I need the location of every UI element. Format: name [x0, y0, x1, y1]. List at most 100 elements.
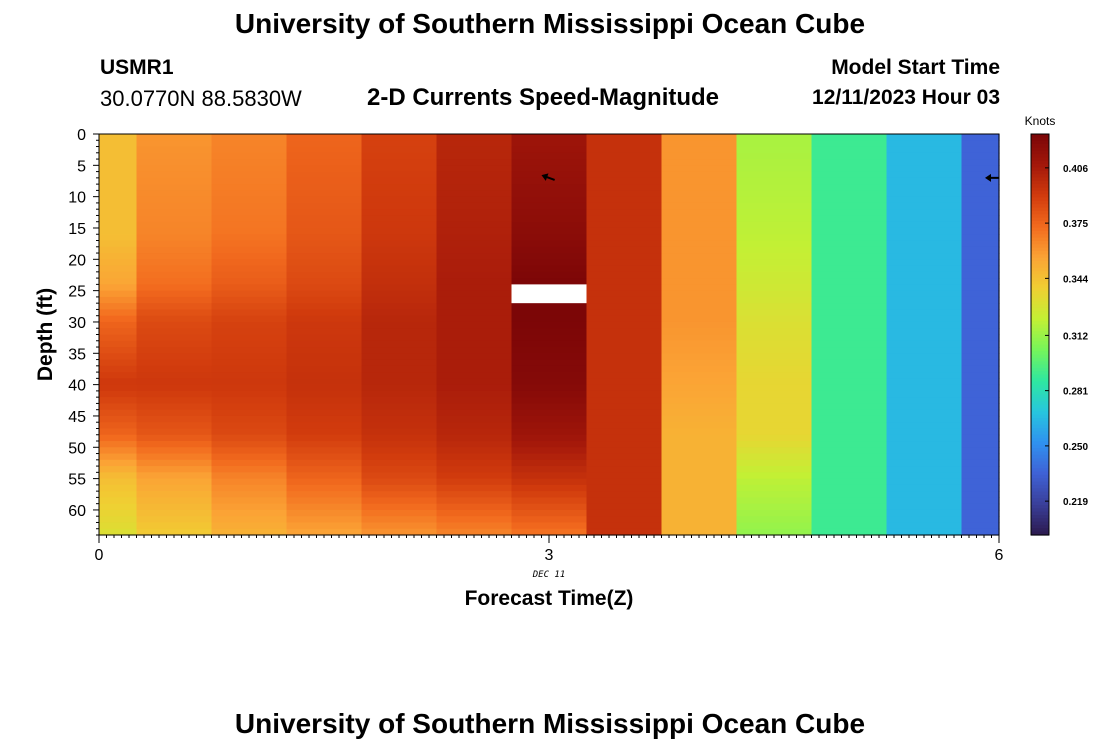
colorbar-segment: [1031, 438, 1049, 443]
y-tick-label: 45: [68, 409, 86, 426]
heatmap-cell: [286, 415, 363, 423]
colorbar-segment: [1031, 341, 1049, 346]
heatmap-cell: [811, 409, 888, 417]
heatmap-cell: [961, 353, 1000, 361]
heatmap-cell: [811, 441, 888, 448]
colorbar-segment: [1031, 187, 1049, 192]
heatmap-cell: [436, 334, 513, 342]
colorbar-segment: [1031, 240, 1049, 245]
heatmap-cell: [361, 434, 438, 442]
heatmap-cell: [286, 390, 363, 398]
colorbar-segment: [1031, 387, 1049, 392]
heatmap-cell: [211, 227, 288, 235]
heatmap-cell: [211, 447, 288, 455]
heatmap-cell: [886, 159, 963, 166]
heatmap-cell: [886, 415, 963, 423]
heatmap-cell: [361, 240, 438, 248]
colorbar-segment: [1031, 421, 1049, 426]
heatmap-cell: [511, 441, 588, 448]
heatmap-cell: [886, 146, 963, 154]
heatmap-cell: [99, 140, 138, 148]
heatmap-cell: [886, 384, 963, 392]
heatmap-cell: [286, 184, 363, 191]
heatmap-cell: [736, 159, 813, 166]
heatmap-cell: [961, 221, 1000, 229]
heatmap-cell: [361, 459, 438, 467]
heatmap-cell: [586, 253, 663, 260]
colorbar-segment: [1031, 524, 1049, 529]
heatmap-cell: [661, 434, 738, 442]
heatmap-cell: [361, 340, 438, 348]
heatmap-cell: [586, 509, 663, 517]
heatmap-cell: [211, 509, 288, 517]
heatmap-cell: [211, 146, 288, 154]
heatmap-cell: [211, 340, 288, 348]
heatmap-cell: [436, 359, 513, 367]
heatmap-cell: [586, 246, 663, 254]
heatmap-cell: [286, 365, 363, 373]
heatmap-cell: [436, 278, 513, 285]
heatmap-cell: [961, 202, 1000, 210]
heatmap-cell: [286, 321, 363, 329]
heatmap-cell: [961, 497, 1000, 505]
heatmap-cell: [436, 159, 513, 166]
heatmap-cell: [886, 321, 963, 329]
heatmap-cell: [211, 466, 288, 473]
heatmap-cell: [736, 503, 813, 511]
colorbar-segment: [1031, 424, 1049, 429]
heatmap-cell: [736, 165, 813, 173]
heatmap-cell: [736, 415, 813, 423]
colorbar-segment: [1031, 244, 1049, 249]
heatmap-cell: [661, 290, 738, 298]
colorbar-segment: [1031, 257, 1049, 262]
heatmap-cell: [211, 378, 288, 386]
colorbar-segment: [1031, 414, 1049, 419]
missing-data-cell: [511, 284, 587, 304]
heatmap-cell: [511, 171, 588, 179]
heatmap-cell: [961, 259, 1000, 267]
heatmap-cell: [286, 240, 363, 248]
heatmap-cell: [436, 184, 513, 191]
heatmap-cell: [586, 190, 663, 198]
colorbar-segment: [1031, 190, 1049, 195]
heatmap-cell: [511, 271, 588, 279]
heatmap-cell: [361, 372, 438, 379]
heatmap-cell: [586, 459, 663, 467]
heatmap-cell: [811, 428, 888, 436]
colorbar-segment: [1031, 304, 1049, 309]
heatmap-cell: [361, 441, 438, 448]
heatmap-cell: [661, 221, 738, 229]
heatmap-cell: [99, 434, 138, 442]
heatmap-cell: [886, 234, 963, 242]
heatmap-cell: [661, 284, 738, 292]
colorbar-segment: [1031, 281, 1049, 285]
heatmap-cell: [286, 146, 363, 154]
heatmap-cell: [436, 478, 513, 486]
heatmap-cell: [361, 478, 438, 486]
heatmap-cell: [136, 428, 213, 436]
heatmap-cell: [436, 503, 513, 511]
colorbar-segment: [1031, 347, 1049, 352]
heatmap-cell: [811, 309, 888, 317]
colorbar-segment: [1031, 357, 1049, 362]
heatmap-cell: [436, 497, 513, 505]
heatmap-cell: [661, 528, 738, 536]
heatmap-cell: [886, 165, 963, 173]
colorbar-segment: [1031, 311, 1049, 316]
heatmap-cell: [211, 284, 288, 292]
heatmap-cell: [961, 503, 1000, 511]
heatmap-column: [661, 134, 738, 536]
heatmap-cell: [736, 340, 813, 348]
heatmap-cell: [811, 478, 888, 486]
heatmap-cell: [136, 522, 213, 530]
heatmap-cell: [136, 140, 213, 148]
heatmap-cell: [886, 290, 963, 298]
heatmap-cell: [136, 296, 213, 304]
heatmap-cell: [99, 453, 138, 461]
heatmap-cell: [211, 196, 288, 204]
heatmap-cell: [99, 315, 138, 323]
y-tick-label: 15: [68, 221, 86, 238]
heatmap-cell: [436, 196, 513, 204]
heatmap-cell: [136, 190, 213, 198]
heatmap-cell: [136, 466, 213, 473]
